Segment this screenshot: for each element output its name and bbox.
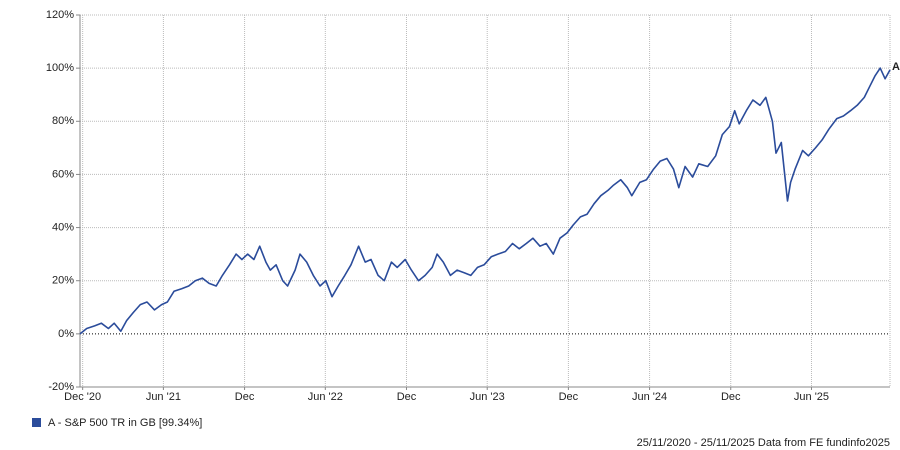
y-tick-label: 80%	[52, 115, 74, 127]
legend-label: A - S&P 500 TR in GB [99.34%]	[48, 417, 202, 429]
legend-swatch	[32, 418, 41, 427]
line-series	[79, 67, 891, 335]
y-tick-label: 120%	[46, 9, 74, 21]
x-tick-label: Jun '21	[146, 391, 181, 403]
y-tick-label: -20%	[48, 381, 74, 393]
x-tick-label: Dec	[397, 391, 417, 403]
y-tick-label: 0%	[58, 328, 74, 340]
footer: 25/11/2020 - 25/11/2025 Data from FE fun…	[637, 437, 890, 449]
y-tick-label: 20%	[52, 275, 74, 287]
x-tick-label: Dec	[559, 391, 579, 403]
x-tick-label: Jun '24	[632, 391, 667, 403]
x-tick-label: Dec	[721, 391, 741, 403]
end-label: A	[892, 61, 900, 73]
x-tick-label: Jun '25	[794, 391, 829, 403]
y-tick-label: 60%	[52, 168, 74, 180]
y-tick-label: 100%	[46, 62, 74, 74]
x-tick-label: Jun '22	[308, 391, 343, 403]
x-tick-label: Dec	[235, 391, 255, 403]
y-tick-label: 40%	[52, 221, 74, 233]
x-tick-label: Dec '20	[64, 391, 101, 403]
x-tick-label: Jun '23	[470, 391, 505, 403]
